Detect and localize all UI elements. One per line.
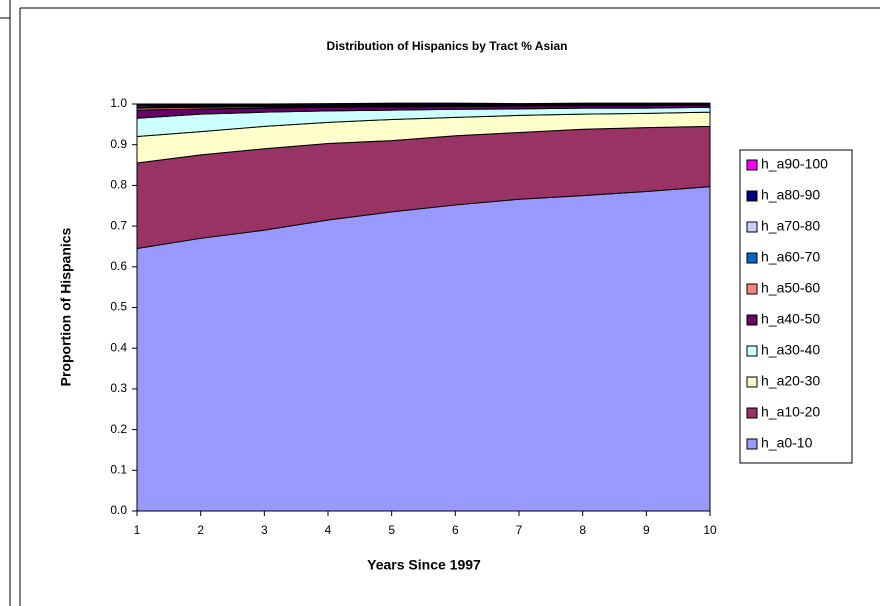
y-tick-label: 0.3 bbox=[110, 381, 127, 395]
x-tick-label: 3 bbox=[261, 523, 268, 537]
legend-swatch bbox=[746, 283, 758, 295]
legend-swatch bbox=[746, 407, 758, 419]
x-tick-label: 9 bbox=[643, 523, 650, 537]
legend-label: h_a30-40 bbox=[761, 342, 820, 358]
legend-label: h_a80-90 bbox=[761, 187, 820, 203]
y-tick-label: 0.9 bbox=[110, 137, 127, 151]
legend-label: h_a60-70 bbox=[761, 249, 820, 265]
legend-swatch bbox=[746, 314, 758, 326]
legend-swatch bbox=[746, 221, 758, 233]
x-tick-label: 5 bbox=[388, 523, 395, 537]
y-tick-label: 0.1 bbox=[110, 462, 127, 476]
legend-label: h_a0-10 bbox=[761, 435, 813, 451]
y-tick-label: 0.6 bbox=[110, 259, 127, 273]
x-axis-label: Years Since 1997 bbox=[367, 557, 481, 573]
x-tick-label: 1 bbox=[134, 523, 141, 537]
legend-swatch bbox=[746, 252, 758, 264]
legend-box bbox=[739, 149, 853, 464]
y-tick-label: 0.7 bbox=[110, 218, 127, 232]
x-tick-label: 2 bbox=[197, 523, 204, 537]
legend-label: h_a10-20 bbox=[761, 404, 820, 420]
x-tick-label: 10 bbox=[703, 523, 717, 537]
y-axis-label: Proportion of Hispanics bbox=[58, 227, 74, 386]
chart-title: Distribution of Hispanics by Tract % Asi… bbox=[327, 39, 568, 53]
x-tick-label: 7 bbox=[516, 523, 523, 537]
legend-label: h_a20-30 bbox=[761, 373, 820, 389]
legend-swatch bbox=[746, 190, 758, 202]
y-tick-label: 0.4 bbox=[110, 340, 127, 354]
legend-label: h_a50-60 bbox=[761, 280, 820, 296]
area bbox=[136, 102, 711, 105]
x-tick-label: 4 bbox=[325, 523, 332, 537]
y-tick-label: 0.2 bbox=[110, 422, 127, 436]
legend-label: h_a90-100 bbox=[761, 156, 828, 172]
y-tick-label: 0.8 bbox=[110, 178, 127, 192]
x-tick-label: 6 bbox=[452, 523, 459, 537]
legend-swatch bbox=[746, 159, 758, 171]
legend-swatch bbox=[746, 438, 758, 450]
legend-swatch bbox=[746, 376, 758, 388]
legend-label: h_a40-50 bbox=[761, 311, 820, 327]
y-tick-label: 0.0 bbox=[110, 503, 127, 517]
y-tick-label: 1.0 bbox=[110, 96, 127, 110]
x-tick-label: 8 bbox=[579, 523, 586, 537]
legend-swatch bbox=[746, 345, 758, 357]
legend-label: h_a70-80 bbox=[761, 218, 820, 234]
y-tick-label: 0.5 bbox=[110, 300, 127, 314]
